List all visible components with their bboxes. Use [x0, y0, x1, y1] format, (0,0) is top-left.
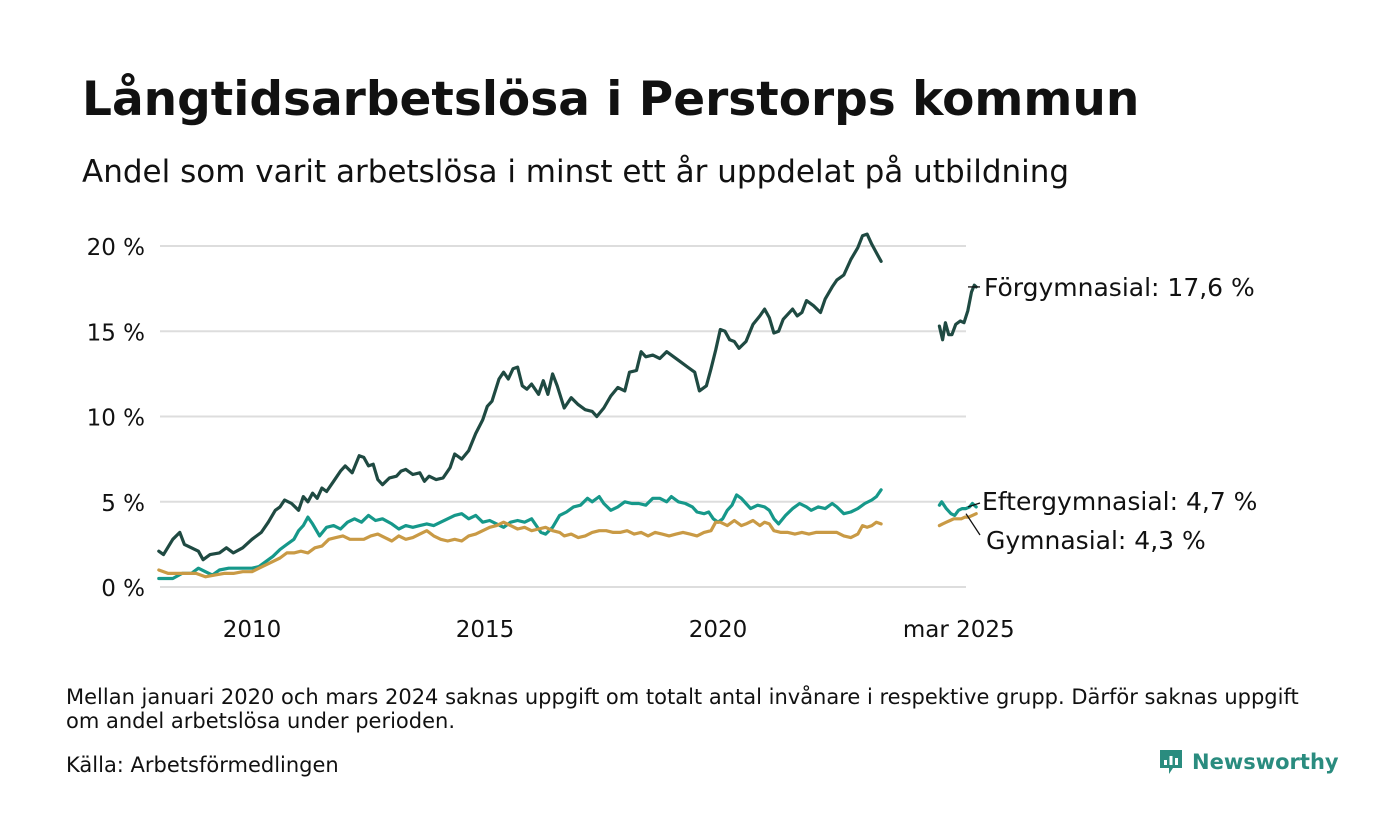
x-axis-ticks: 2010 2015 2020 mar 2025 [223, 617, 1015, 643]
x-tick-label: 2020 [689, 617, 748, 643]
series-label-gymnasial: Gymnasial: 4,3 % [986, 526, 1206, 555]
series-line-förgymnasial-segment-1 [157, 232, 883, 562]
page-title: Långtidsarbetslösa i Perstorps kommun [82, 72, 1140, 127]
series-line-eftergymnasial-segment-2 [937, 500, 978, 517]
series-lines [157, 232, 978, 581]
page-subtitle: Andel som varit arbetslösa i minst ett å… [82, 154, 1070, 190]
y-tick-label: 0 % [101, 576, 145, 602]
leader-line-eftergymnasial [967, 502, 981, 508]
y-tick-label: 5 % [101, 491, 145, 517]
x-tick-label: mar 2025 [903, 617, 1015, 643]
y-tick-label: 15 % [87, 320, 145, 346]
leader-line-gymnasial [965, 513, 981, 536]
source-text: Källa: Arbetsförmedlingen [66, 753, 339, 777]
series-line-förgymnasial-segment-2 [937, 283, 978, 342]
brand-logo[interactable]: Newsworthy [1158, 748, 1339, 776]
x-tick-label: 2015 [456, 617, 515, 643]
series-label-eftergymnasial: Eftergymnasial: 4,7 % [982, 487, 1257, 516]
gridlines [160, 245, 966, 588]
series-label-förgymnasial: Förgymnasial: 17,6 % [984, 273, 1255, 302]
y-axis-ticks: 0 % 5 % 10 % 15 % 20 % [87, 235, 145, 602]
newsworthy-logo-icon [1160, 750, 1182, 774]
x-tick-label: 2010 [223, 617, 282, 643]
y-tick-label: 20 % [87, 235, 145, 261]
brand-name: Newsworthy [1192, 750, 1339, 774]
series-line-gymnasial-segment-1 [157, 518, 883, 579]
y-tick-label: 10 % [87, 406, 145, 432]
series-end-labels: Förgymnasial: 17,6 % Eftergymnasial: 4,7 … [965, 273, 1257, 555]
footnote: Mellan januari 2020 och mars 2024 saknas… [66, 685, 1299, 733]
series-line-gymnasial-segment-2 [937, 512, 978, 528]
